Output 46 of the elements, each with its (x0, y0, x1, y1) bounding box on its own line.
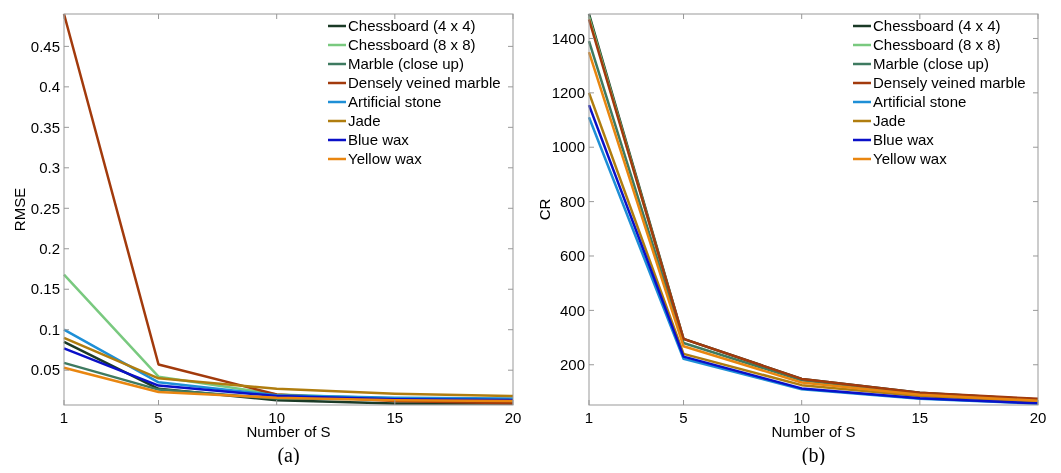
x-tick-label: 10 (268, 409, 286, 426)
legend-label: Yellow wax (348, 150, 423, 168)
x-tick-label: 20 (1029, 409, 1047, 426)
legend-label: Jade (348, 112, 381, 130)
legend-label: Artificial stone (873, 93, 967, 111)
y-tick-label: 800 (559, 192, 585, 210)
legend-label: Blue wax (873, 131, 935, 149)
y-tick-label: 0.4 (39, 78, 60, 96)
y-tick-label: 0.35 (30, 118, 60, 136)
x-tick-label: 5 (154, 409, 163, 426)
y-tick-label: 0.1 (39, 320, 60, 338)
legend-label: Marble (close up) (873, 55, 989, 73)
legend-label: Yellow wax (873, 150, 948, 168)
x-tick-label: 15 (386, 409, 404, 426)
y-tick-label: 0.2 (39, 240, 60, 258)
x-tick-label: 15 (911, 409, 929, 426)
x-axis-title: Number of S (771, 423, 856, 440)
y-tick-label: 1200 (551, 84, 585, 102)
legend-label: Marble (close up) (348, 55, 464, 73)
legend-label: Artificial stone (348, 93, 442, 111)
legend-label: Blue wax (348, 131, 410, 149)
y-tick-label: 0.45 (30, 37, 60, 55)
x-tick-label: 10 (793, 409, 811, 426)
legend-label: Densely veined marble (348, 74, 501, 92)
legend-label: Jade (873, 112, 906, 130)
x-tick-label: 20 (504, 409, 522, 426)
legend-label: Chessboard (8 x 8) (348, 36, 476, 54)
y-tick-label: 0.15 (30, 280, 60, 298)
legend-label: Chessboard (4 x 4) (348, 17, 476, 35)
x-tick-label: 1 (59, 409, 69, 426)
y-tick-label: 400 (559, 301, 585, 319)
y-axis-title: RMSE (11, 187, 28, 232)
y-axis-title: CR (536, 198, 553, 221)
x-tick-label: 1 (584, 409, 594, 426)
legend-label: Densely veined marble (873, 74, 1026, 92)
x-tick-label: 5 (679, 409, 688, 426)
y-tick-label: 0.05 (30, 361, 60, 379)
y-tick-label: 200 (559, 356, 585, 374)
x-axis-title: Number of S (246, 423, 331, 440)
legend-label: Chessboard (4 x 4) (873, 17, 1001, 35)
y-tick-label: 600 (559, 247, 585, 265)
y-tick-label: 0.3 (39, 159, 60, 177)
y-tick-label: 1000 (551, 138, 585, 156)
y-tick-label: 0.25 (30, 199, 60, 217)
legend-label: Chessboard (8 x 8) (873, 36, 1001, 54)
y-tick-label: 1400 (551, 29, 585, 47)
